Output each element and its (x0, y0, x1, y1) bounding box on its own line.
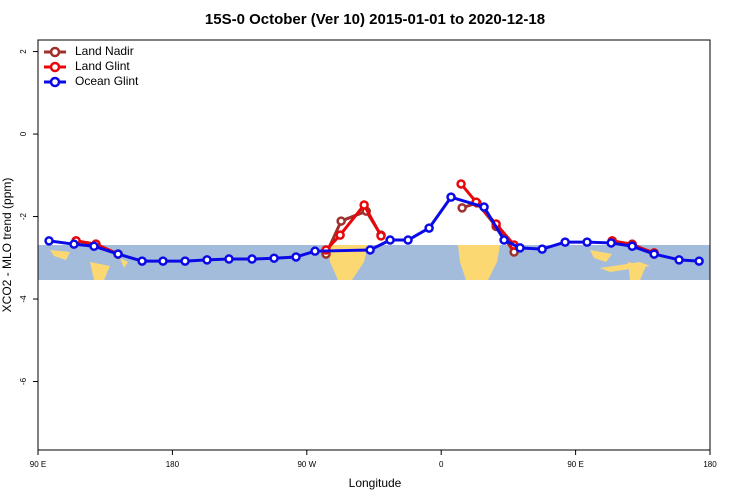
y-tick-label: 0 (19, 131, 28, 136)
chart-title: 15S-0 October (Ver 10) 2015-01-01 to 202… (205, 11, 545, 28)
point (365, 245, 375, 255)
point (446, 192, 456, 202)
x-tick-label: 90 E (567, 460, 583, 469)
point (158, 256, 168, 266)
y-tick-label: -4 (19, 295, 28, 303)
point (269, 253, 279, 263)
x-tick-label: 90 W (297, 460, 316, 469)
legend-marker (49, 46, 61, 58)
point (649, 249, 659, 259)
point (499, 235, 509, 245)
map-land (458, 245, 500, 280)
point (113, 249, 123, 259)
map-land (328, 245, 368, 280)
point (69, 239, 79, 249)
legend-marker (49, 61, 61, 73)
point (335, 230, 345, 240)
point (537, 244, 547, 254)
x-axis-label: Longitude (349, 476, 402, 490)
point (674, 255, 684, 265)
y-tick-label: -2 (19, 212, 28, 220)
point (515, 243, 525, 253)
point (606, 238, 616, 248)
point (424, 223, 434, 233)
point (457, 203, 467, 213)
point (582, 237, 592, 247)
x-tick-label: 180 (166, 460, 180, 469)
point (336, 216, 346, 226)
point (137, 256, 147, 266)
legend-label: Land Nadir (75, 44, 134, 58)
point (180, 256, 190, 266)
map-land (50, 250, 128, 280)
point (627, 241, 637, 251)
point (479, 202, 489, 212)
y-tick-label: -6 (19, 377, 28, 385)
point (44, 236, 54, 246)
point (385, 235, 395, 245)
point (456, 179, 466, 189)
point (89, 241, 99, 251)
x-tick-label: 180 (703, 460, 717, 469)
point (310, 246, 320, 256)
legend-label: Land Glint (75, 59, 130, 73)
point (376, 231, 386, 241)
plot-frame (37, 39, 711, 451)
point (202, 255, 212, 265)
map-land (590, 250, 650, 280)
point (291, 252, 301, 262)
point (224, 254, 234, 264)
y-tick-label: 2 (19, 49, 28, 54)
y-axis-label: XCO2 - MLO trend (ppm) (0, 178, 14, 313)
point (247, 254, 257, 264)
point (403, 235, 413, 245)
legend-label: Ocean Glint (75, 74, 139, 88)
point (560, 237, 570, 247)
point (359, 200, 369, 210)
x-tick-label: 0 (439, 460, 444, 469)
point (694, 256, 704, 266)
legend-marker (49, 76, 61, 88)
x-tick-label: 90 E (30, 460, 46, 469)
